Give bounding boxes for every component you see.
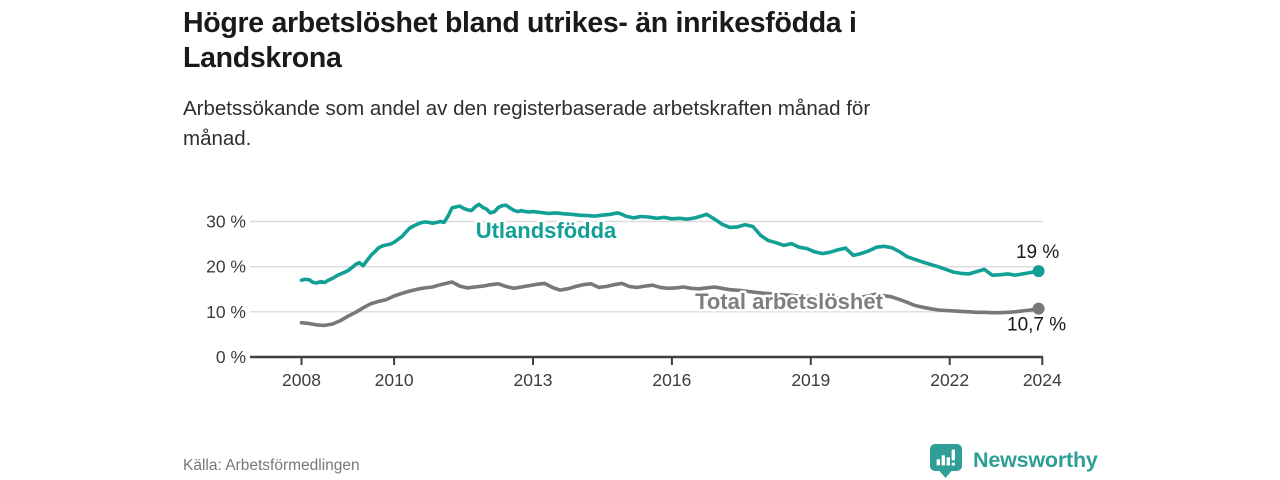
logo-exclamation-dot — [951, 462, 955, 466]
x-tick-label: 2010 — [375, 370, 414, 390]
logo-bar-small — [936, 459, 940, 466]
logo-bar-medium — [946, 457, 950, 466]
page-title: Högre arbetslöshet bland utrikes- än inr… — [183, 7, 857, 74]
series-line-total — [299, 280, 1041, 328]
y-tick-label: 30 % — [206, 211, 246, 231]
x-tick-label: 2024 — [1023, 370, 1062, 390]
series-end-dot-total — [1032, 302, 1045, 315]
series-end-value-total: 10,7 % — [1007, 315, 1066, 336]
x-tick-label: 2013 — [514, 370, 553, 390]
y-tick-label: 10 % — [206, 302, 246, 322]
x-tick-label: 2022 — [930, 370, 969, 390]
chart-subtitle: Arbetssökande som andel av den registerb… — [183, 97, 871, 150]
y-tick-label: 20 % — [206, 257, 246, 277]
logo-bar-tall — [941, 455, 945, 466]
series-inline-label-utlandsfodda: Utlandsfödda — [476, 218, 617, 243]
logo-exclamation-stroke — [951, 449, 955, 461]
series-line-utlandsfodda — [299, 202, 1041, 285]
source-note: Källa: Arbetsförmedlingen — [183, 457, 360, 474]
series-end-dot-utlandsfodda — [1032, 265, 1045, 278]
y-tick-label: 0 % — [216, 347, 246, 367]
series-inline-label-total: Total arbetslöshet — [695, 289, 884, 314]
series-end-value-utlandsfodda: 19 % — [1016, 242, 1059, 263]
x-tick-label: 2016 — [652, 370, 691, 390]
newsworthy-bubble-icon — [930, 444, 962, 478]
brand-name: Newsworthy — [973, 448, 1098, 472]
x-tick-label: 2019 — [791, 370, 830, 390]
x-tick-label: 2008 — [282, 370, 321, 390]
newsworthy-logo[interactable]: Newsworthy — [928, 442, 1098, 479]
